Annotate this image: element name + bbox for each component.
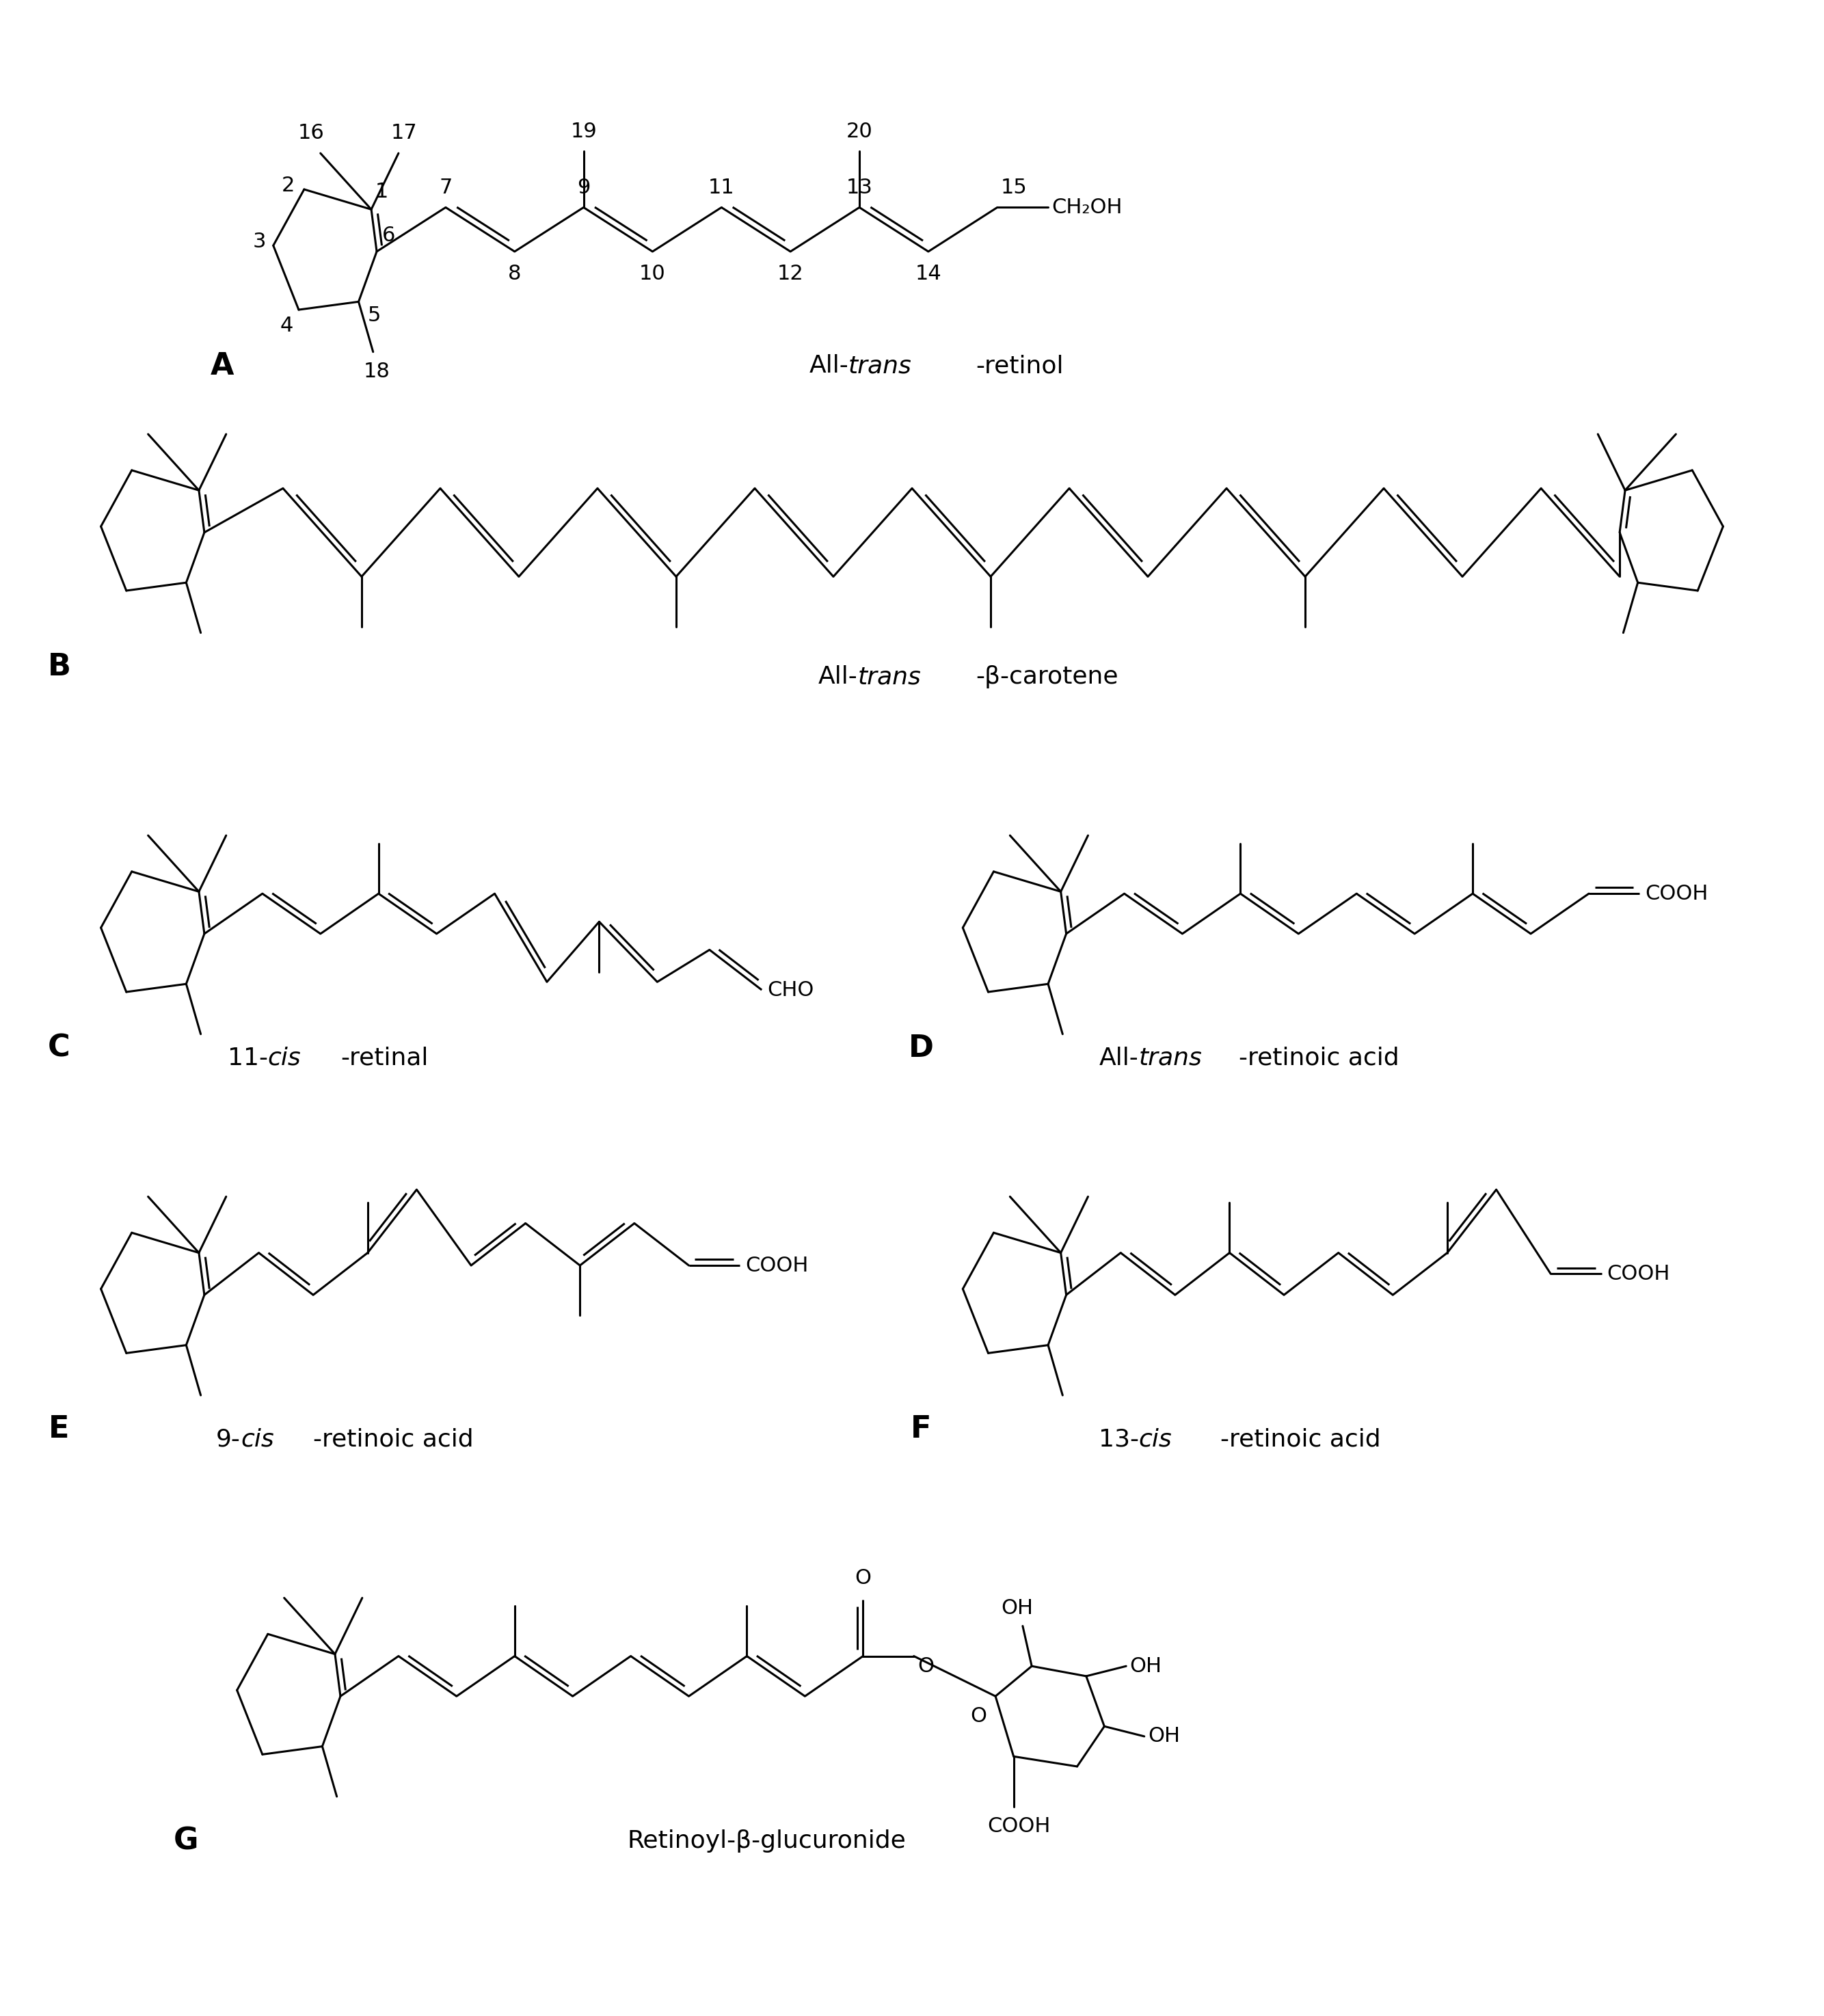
Text: -retinoic acid: -retinoic acid <box>1238 1046 1399 1070</box>
Text: 14: 14 <box>916 264 941 284</box>
Text: 11-: 11- <box>228 1046 268 1070</box>
Text: A: A <box>212 351 233 381</box>
Text: -retinoic acid: -retinoic acid <box>1220 1427 1381 1452</box>
Text: F: F <box>910 1415 932 1443</box>
Text: Retinoyl-β-glucuronide: Retinoyl-β-glucuronide <box>627 1829 907 1853</box>
Text: OH: OH <box>1147 1726 1180 1746</box>
Text: COOH: COOH <box>987 1816 1051 1837</box>
Text: 9: 9 <box>576 177 591 198</box>
Text: 1: 1 <box>376 181 389 202</box>
Text: 19: 19 <box>571 121 596 141</box>
Text: E: E <box>49 1415 69 1443</box>
Text: G: G <box>173 1826 199 1855</box>
Text: cis: cis <box>268 1046 301 1070</box>
Text: cis: cis <box>1138 1427 1173 1452</box>
Text: 10: 10 <box>638 264 666 284</box>
Text: COOH: COOH <box>744 1256 808 1276</box>
Text: cis: cis <box>241 1427 274 1452</box>
Text: O: O <box>855 1568 872 1589</box>
Text: OH: OH <box>1129 1657 1162 1675</box>
Text: 12: 12 <box>777 264 804 284</box>
Text: 17: 17 <box>390 123 418 143</box>
Text: COOH: COOH <box>1645 883 1709 903</box>
Text: 13: 13 <box>846 177 872 198</box>
Text: 11: 11 <box>708 177 735 198</box>
Text: -retinal: -retinal <box>341 1046 429 1070</box>
Text: All-: All- <box>1100 1046 1138 1070</box>
Text: 2: 2 <box>283 175 295 196</box>
Text: O: O <box>970 1706 987 1726</box>
Text: O: O <box>917 1657 934 1675</box>
Text: 18: 18 <box>363 363 390 381</box>
Text: 9-: 9- <box>215 1427 241 1452</box>
Text: 15: 15 <box>1001 177 1027 198</box>
Text: 7: 7 <box>440 177 452 198</box>
Text: -retinol: -retinol <box>976 355 1063 377</box>
Text: 16: 16 <box>297 123 325 143</box>
Text: -retinoic acid: -retinoic acid <box>314 1427 474 1452</box>
Text: trans: trans <box>857 665 921 689</box>
Text: B: B <box>47 653 71 681</box>
Text: C: C <box>47 1034 71 1062</box>
Text: 8: 8 <box>507 264 522 284</box>
Text: trans: trans <box>848 355 912 377</box>
Text: -β-carotene: -β-carotene <box>976 665 1118 689</box>
Text: 4: 4 <box>281 317 294 335</box>
Text: OH: OH <box>1001 1599 1034 1619</box>
Text: 3: 3 <box>254 232 266 252</box>
Text: 5: 5 <box>368 306 381 325</box>
Text: All-: All- <box>810 355 848 377</box>
Text: 6: 6 <box>383 226 396 246</box>
Text: trans: trans <box>1138 1046 1202 1070</box>
Text: All-: All- <box>819 665 857 689</box>
Text: 20: 20 <box>846 121 872 141</box>
Text: CH₂OH: CH₂OH <box>1052 198 1122 218</box>
Text: D: D <box>908 1034 934 1062</box>
Text: CHO: CHO <box>768 980 814 1000</box>
Text: 13-: 13- <box>1098 1427 1138 1452</box>
Text: COOH: COOH <box>1607 1264 1671 1284</box>
